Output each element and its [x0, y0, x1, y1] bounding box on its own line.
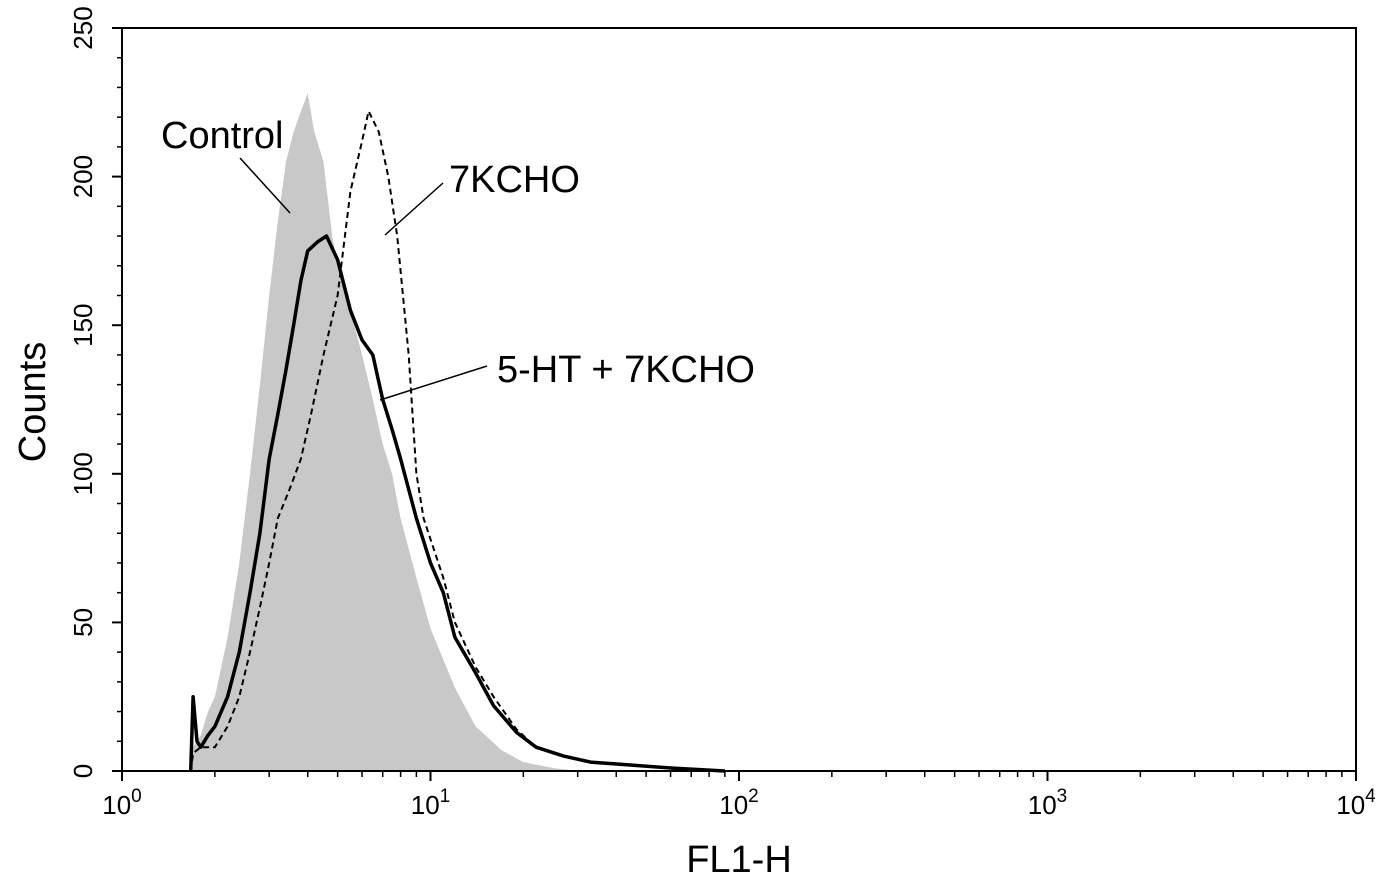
annotation-5ht-7kcho: 5-HT + 7KCHO	[497, 349, 755, 391]
y-tick-label: 50	[68, 608, 98, 637]
x-tick-label: 103	[1028, 786, 1068, 820]
annotation-7kcho: 7KCHO	[449, 159, 580, 201]
x-axis-label: FL1-H	[686, 839, 792, 880]
y-tick-label: 0	[68, 764, 98, 778]
annotation-layer: Control 7KCHO 5-HT + 7KCHO	[161, 115, 755, 401]
annotation-control: Control	[161, 115, 284, 157]
series-7kcho-line	[189, 110, 725, 772]
x-tick-label: 102	[719, 786, 759, 820]
series-control-area	[190, 93, 578, 771]
series-layer	[188, 93, 725, 773]
x-tick-label: 100	[102, 786, 142, 820]
control-leader-line	[239, 157, 291, 214]
tick-layer: 100 101 102 103 104 0 50 100 150 200 250	[68, 6, 1376, 820]
y-axis-label: Counts	[12, 342, 54, 462]
y-tick-label: 250	[68, 6, 98, 49]
7kcho-leader-line	[384, 182, 444, 236]
y-tick-label: 200	[68, 155, 98, 198]
5ht-7kcho-leader-line	[379, 365, 488, 401]
x-tick-label: 104	[1336, 786, 1376, 820]
x-tick-label: 101	[411, 786, 451, 820]
y-tick-label: 100	[68, 452, 98, 495]
series-5-ht-7kcho-line	[188, 234, 725, 773]
y-tick-label: 150	[68, 304, 98, 347]
